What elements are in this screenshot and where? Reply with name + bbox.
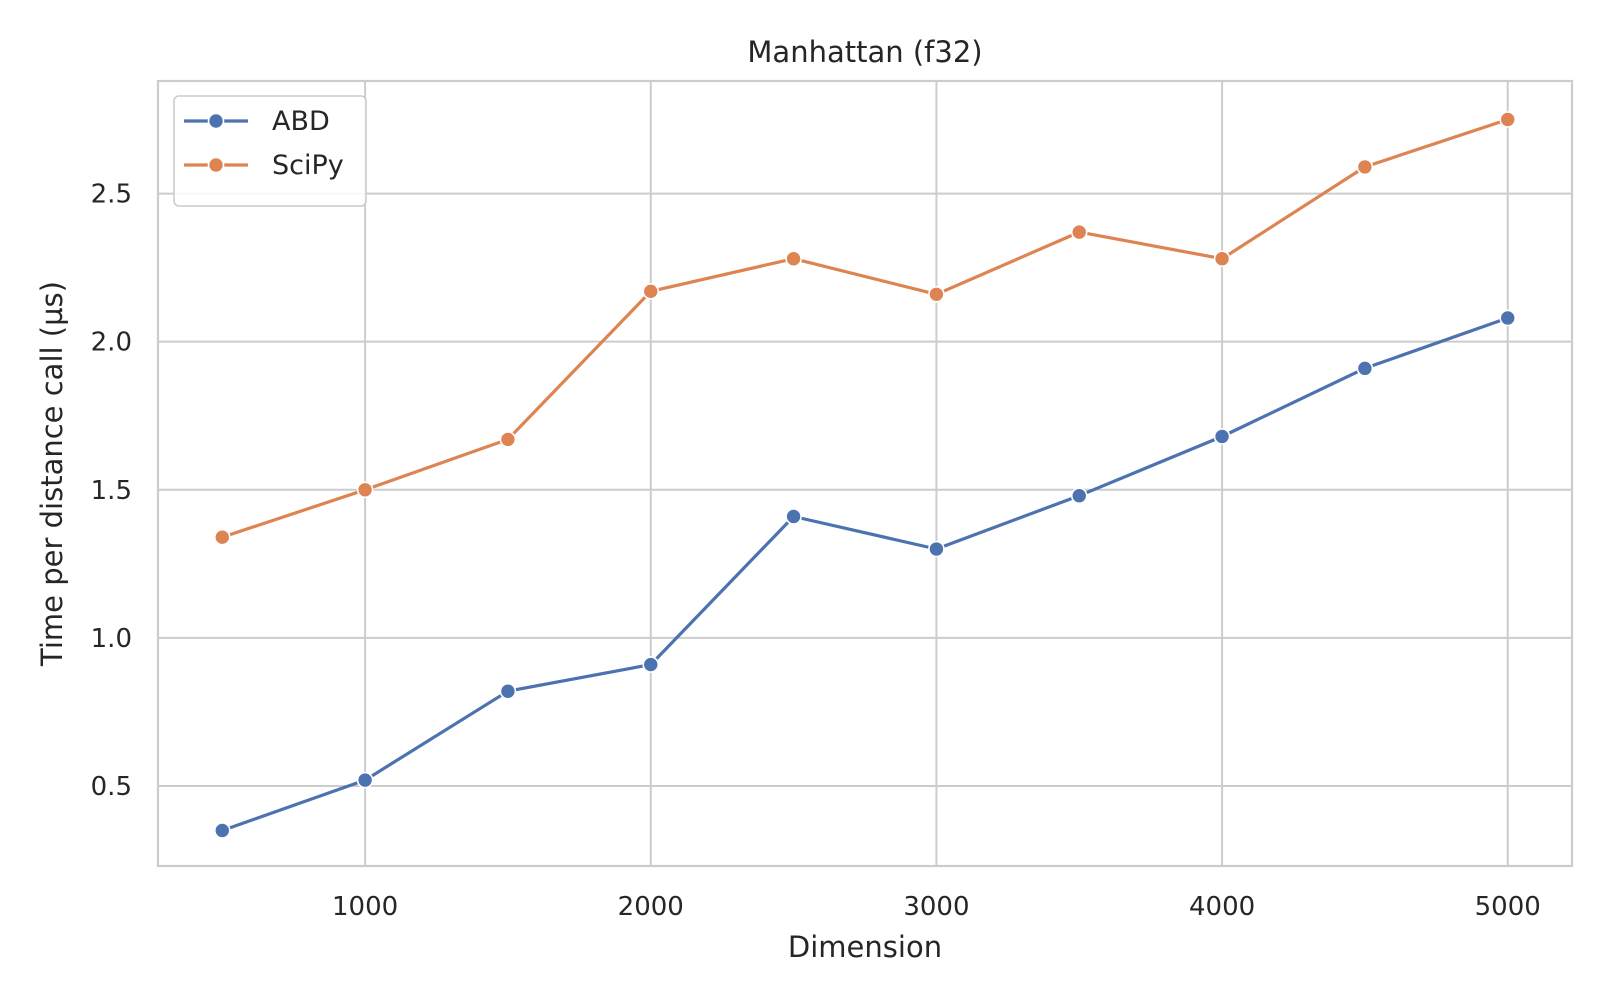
grid-lines [158, 81, 1572, 866]
y-tick-label: 0.5 [91, 772, 132, 802]
data-point [1356, 158, 1374, 176]
data-point [1213, 250, 1231, 268]
legend-marker [207, 112, 225, 130]
x-axis-label: Dimension [788, 930, 942, 964]
axis-ticks: 1000 2000 3000 4000 5000 0.5 1.0 1.5 2.0 2.5 [91, 180, 1541, 922]
plot-frame [156, 79, 1574, 868]
data-point [1213, 428, 1231, 445]
series-scipy [213, 111, 1517, 546]
y-axis-label: Time per distance call (µs) [35, 281, 69, 667]
data-point [1070, 487, 1088, 505]
y-tick-label: 2.5 [91, 180, 132, 210]
data-point [1070, 223, 1088, 241]
series-line [220, 316, 1510, 833]
x-tick-label: 5000 [1475, 892, 1541, 922]
data-point [1356, 360, 1374, 377]
y-tick-label: 1.0 [91, 624, 132, 654]
x-tick-label: 3000 [903, 892, 969, 922]
data-point [928, 285, 945, 303]
data-point [499, 431, 517, 448]
series-layer [213, 111, 1517, 839]
y-tick-label: 2.0 [91, 328, 132, 358]
y-tick-label: 1.5 [91, 476, 132, 506]
chart-title: Manhattan (f32) [747, 35, 982, 69]
legend-item-scipy: SciPy [184, 150, 344, 181]
legend-marker [207, 156, 225, 174]
x-tick-label: 4000 [1189, 892, 1255, 922]
data-point [356, 481, 374, 499]
data-point [356, 771, 374, 789]
legend: ABD SciPy [173, 95, 367, 207]
data-point [642, 283, 660, 300]
data-point [785, 250, 802, 268]
data-point [785, 508, 802, 525]
data-point [213, 822, 231, 839]
x-tick-label: 1000 [332, 892, 398, 922]
data-point [1499, 111, 1517, 128]
data-point [213, 528, 231, 546]
legend-label: ABD [272, 106, 330, 137]
series-line [220, 117, 1510, 539]
legend-label: SciPy [272, 150, 344, 181]
legend-item-abd: ABD [184, 106, 330, 137]
data-point [928, 540, 945, 558]
data-point [1499, 309, 1517, 327]
series-abd [213, 309, 1517, 839]
data-point [642, 656, 660, 673]
x-tick-label: 2000 [618, 892, 684, 922]
data-point [499, 682, 517, 700]
